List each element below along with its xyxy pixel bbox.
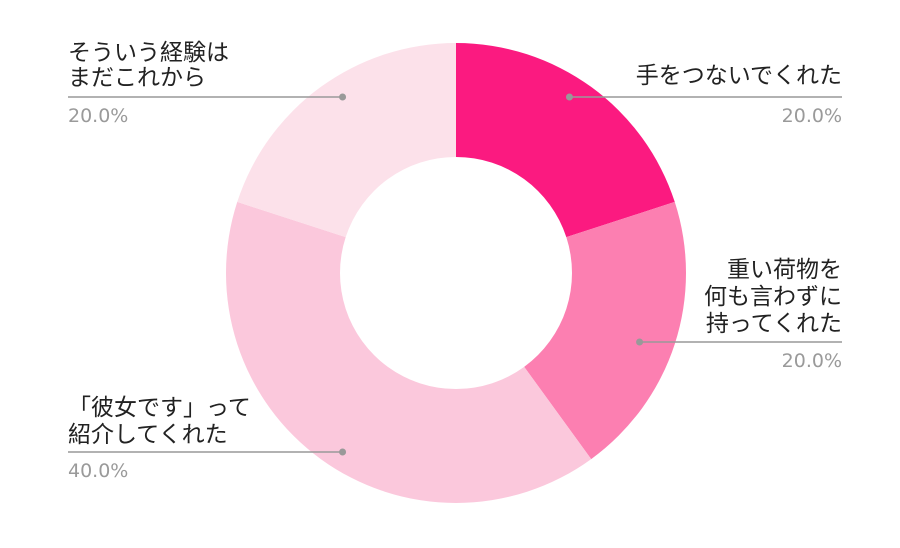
slice-percent-2: 20.0% bbox=[782, 350, 842, 372]
leader-dot-4 bbox=[339, 93, 347, 101]
slice-label-1-line-1: 手をつないでくれた bbox=[636, 63, 842, 89]
leader-dot-1 bbox=[565, 93, 573, 101]
slice-label-4-line-2: まだこれから bbox=[68, 65, 206, 91]
leader-dot-2 bbox=[636, 338, 644, 346]
slice-percent-4: 20.0% bbox=[68, 105, 128, 127]
slice-label-2-line-1: 重い荷物を bbox=[727, 257, 842, 283]
leader-dot-3 bbox=[339, 448, 347, 456]
slice-label-3-line-1: 「彼女です」って bbox=[68, 395, 251, 421]
slice-1 bbox=[456, 43, 675, 238]
slice-label-4-line-1: そういう経験は bbox=[68, 40, 229, 66]
slice-label-2-line-3: 持ってくれた bbox=[706, 311, 842, 337]
slice-2 bbox=[524, 201, 686, 460]
slice-label-2-line-2: 何も言わずに bbox=[704, 284, 842, 310]
slices-group bbox=[226, 43, 686, 503]
slice-label-3-line-2: 紹介してくれた bbox=[68, 422, 228, 448]
slice-3 bbox=[226, 201, 592, 503]
slice-percent-3: 40.0% bbox=[68, 460, 128, 482]
slice-4 bbox=[237, 43, 456, 238]
slice-percent-1: 20.0% bbox=[782, 105, 842, 127]
